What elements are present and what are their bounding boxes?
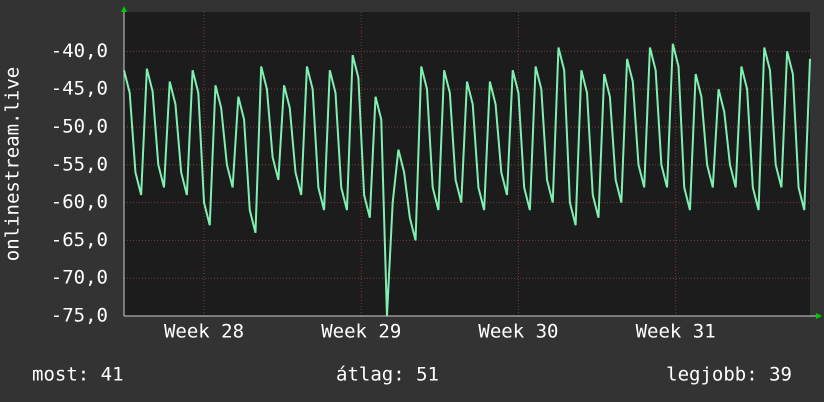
y-tick-label: -70,0: [51, 267, 108, 289]
y-tick-label: -60,0: [51, 191, 108, 213]
y-tick-label: -45,0: [51, 78, 108, 100]
y-tick-label: -75,0: [51, 305, 108, 327]
x-arrow: [816, 313, 822, 319]
data-line: [123, 43, 811, 317]
x-tick-label: Week 28: [164, 321, 244, 343]
x-tick-label: Week 29: [321, 321, 401, 343]
y-tick-label: -65,0: [51, 229, 108, 251]
y-tick-label: -55,0: [51, 153, 108, 175]
y-arrow: [121, 6, 127, 12]
y-tick-label: -40,0: [51, 40, 108, 62]
footer-best: legjobb: 39: [666, 364, 792, 386]
plot-area: [124, 12, 810, 316]
footer-average: átlag: 51: [336, 364, 439, 386]
x-tick-label: Week 30: [478, 321, 558, 343]
y-tick-label: -50,0: [51, 115, 108, 137]
footer-current: most: 41: [32, 364, 124, 386]
x-tick-label: Week 31: [636, 321, 716, 343]
y-axis-label: onlinestream.live: [2, 67, 24, 261]
